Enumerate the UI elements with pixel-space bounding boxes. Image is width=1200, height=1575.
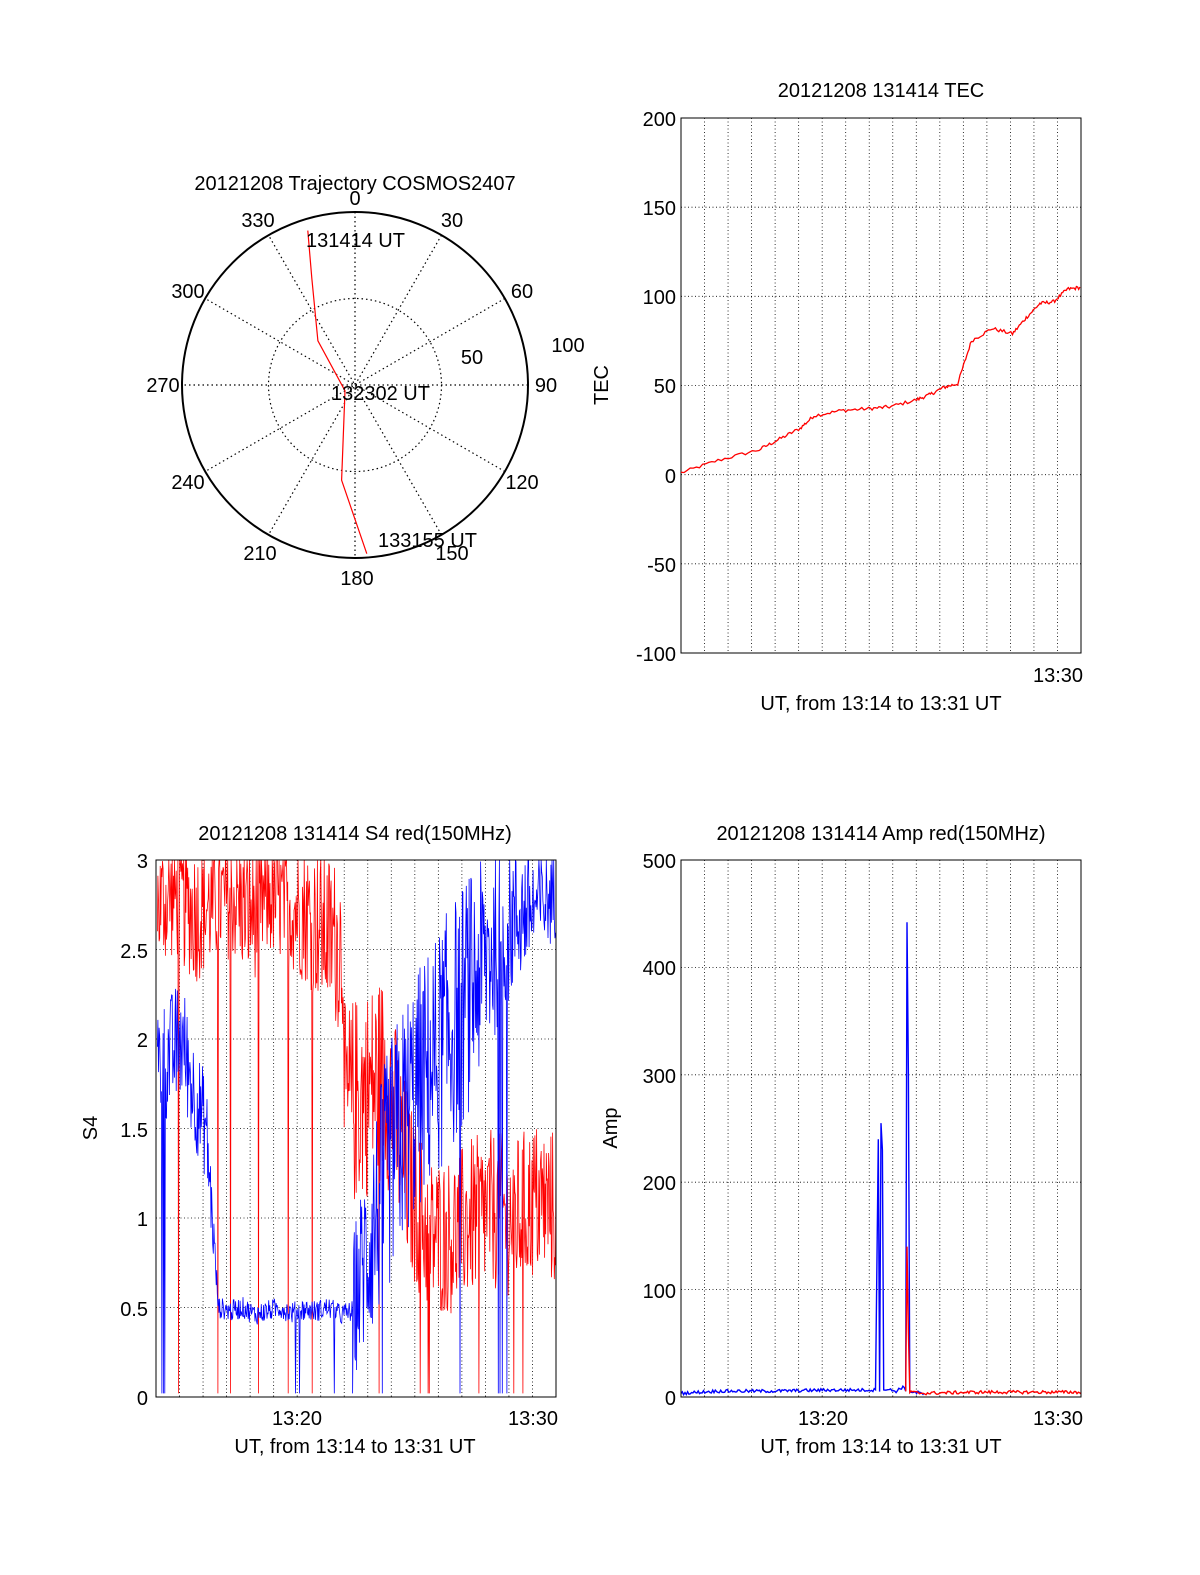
polar-grid	[182, 212, 528, 558]
tec-grid	[681, 118, 1081, 653]
tec-ytick-minus50: -50	[647, 555, 676, 577]
amp-panel: 20121208 131414 Amp red(150MHz) 500 400 …	[600, 823, 1083, 1458]
polar-title: 20121208 Trajectory COSMOS2407	[194, 173, 515, 195]
s4-ytick-1: 1	[137, 1209, 148, 1231]
az-label-30: 30	[441, 210, 463, 232]
annotation-start: 131414 UT	[306, 230, 405, 252]
tec-ytick-200: 200	[643, 109, 676, 131]
amp-ytick-0: 0	[665, 1388, 676, 1410]
polar-spoke-60	[204, 297, 506, 473]
az-label-270: 270	[146, 375, 179, 397]
annotation-mid: 132302 UT	[331, 383, 430, 405]
amp-title: 20121208 131414 Amp red(150MHz)	[716, 823, 1045, 845]
amp-series-blue	[680, 922, 925, 1397]
tec-ytick-minus100: -100	[636, 644, 676, 666]
s4-title: 20121208 131414 S4 red(150MHz)	[198, 823, 512, 845]
amp-series	[680, 922, 1082, 1397]
tec-y-ticks: 200 150 100 50 0 -50 -100	[636, 109, 676, 666]
tec-xlabel: UT, from 13:14 to 13:31 UT	[760, 693, 1001, 715]
s4-xtick-1320: 13:20	[272, 1408, 322, 1430]
s4-ytick-0: 0	[137, 1388, 148, 1410]
amp-ytick-200: 200	[643, 1173, 676, 1195]
amp-ytick-400: 400	[643, 958, 676, 980]
polar-spoke-120	[204, 297, 506, 473]
tec-ytick-0: 0	[665, 466, 676, 488]
az-label-300: 300	[171, 281, 204, 303]
amp-ylabel: Amp	[600, 1107, 622, 1148]
tec-series-line	[680, 285, 1081, 474]
s4-plot-frame	[155, 859, 557, 1398]
amp-xtick-1330: 13:30	[1033, 1408, 1083, 1430]
amp-y-ticks: 500 400 300 200 100 0	[643, 851, 676, 1410]
az-label-60: 60	[511, 281, 533, 303]
az-label-0: 0	[349, 188, 360, 210]
radial-label-100: 100	[551, 335, 584, 357]
amp-series-red	[905, 1246, 1082, 1396]
amp-plot-frame	[680, 859, 1082, 1398]
amp-ytick-500: 500	[643, 851, 676, 873]
tec-panel: 20121208 131414 TEC 200 150 100 50 0 -50…	[591, 80, 1083, 715]
tec-ytick-100: 100	[643, 287, 676, 309]
s4-ytick-3: 3	[137, 851, 148, 873]
amp-xtick-1320: 13:20	[798, 1408, 848, 1430]
s4-y-ticks: 3 2.5 2 1.5 1 0.5 0	[120, 851, 148, 1410]
tec-ylabel: TEC	[591, 365, 613, 405]
radial-label-50: 50	[461, 347, 483, 369]
annotation-end: 133155 UT	[378, 530, 477, 552]
polar-spoke-150	[267, 234, 443, 536]
polar-panel: 20121208 Trajectory COSMOS2407 0 30 60 9…	[146, 173, 584, 590]
s4-series-blue	[157, 859, 557, 1394]
s4-ytick-2: 2	[137, 1030, 148, 1052]
az-label-120: 120	[505, 472, 538, 494]
polar-az-labels: 0 30 60 90 120 150 180 210 240 270 300 3…	[146, 188, 557, 590]
tec-plot-frame	[680, 117, 1082, 654]
az-label-150: 150	[435, 543, 468, 565]
s4-xtick-1330: 13:30	[508, 1408, 558, 1430]
polar-trajectory-line	[307, 230, 368, 554]
polar-spoke-30	[267, 234, 443, 536]
az-label-90: 90	[535, 375, 557, 397]
s4-ytick-0.5: 0.5	[120, 1299, 148, 1321]
s4-xlabel: UT, from 13:14 to 13:31 UT	[234, 1436, 475, 1458]
s4-panel: 20121208 131414 S4 red(150MHz) 3 2.5 2 1…	[80, 823, 558, 1458]
polar-outer-circle	[181, 211, 529, 559]
amp-xlabel: UT, from 13:14 to 13:31 UT	[760, 1436, 1001, 1458]
az-label-180: 180	[340, 568, 373, 590]
tec-ytick-150: 150	[643, 198, 676, 220]
s4-ylabel: S4	[80, 1116, 102, 1140]
amp-ytick-300: 300	[643, 1066, 676, 1088]
s4-ytick-2.5: 2.5	[120, 941, 148, 963]
amp-ytick-100: 100	[643, 1281, 676, 1303]
s4-ytick-1.5: 1.5	[120, 1120, 148, 1142]
az-label-210: 210	[243, 543, 276, 565]
tec-title: 20121208 131414 TEC	[778, 80, 984, 102]
az-label-240: 240	[171, 472, 204, 494]
s4-series-red	[157, 859, 557, 1394]
tec-ytick-50: 50	[654, 376, 676, 398]
tec-xtick-1330: 13:30	[1033, 665, 1083, 687]
s4-series	[157, 859, 557, 1394]
az-label-330: 330	[241, 210, 274, 232]
